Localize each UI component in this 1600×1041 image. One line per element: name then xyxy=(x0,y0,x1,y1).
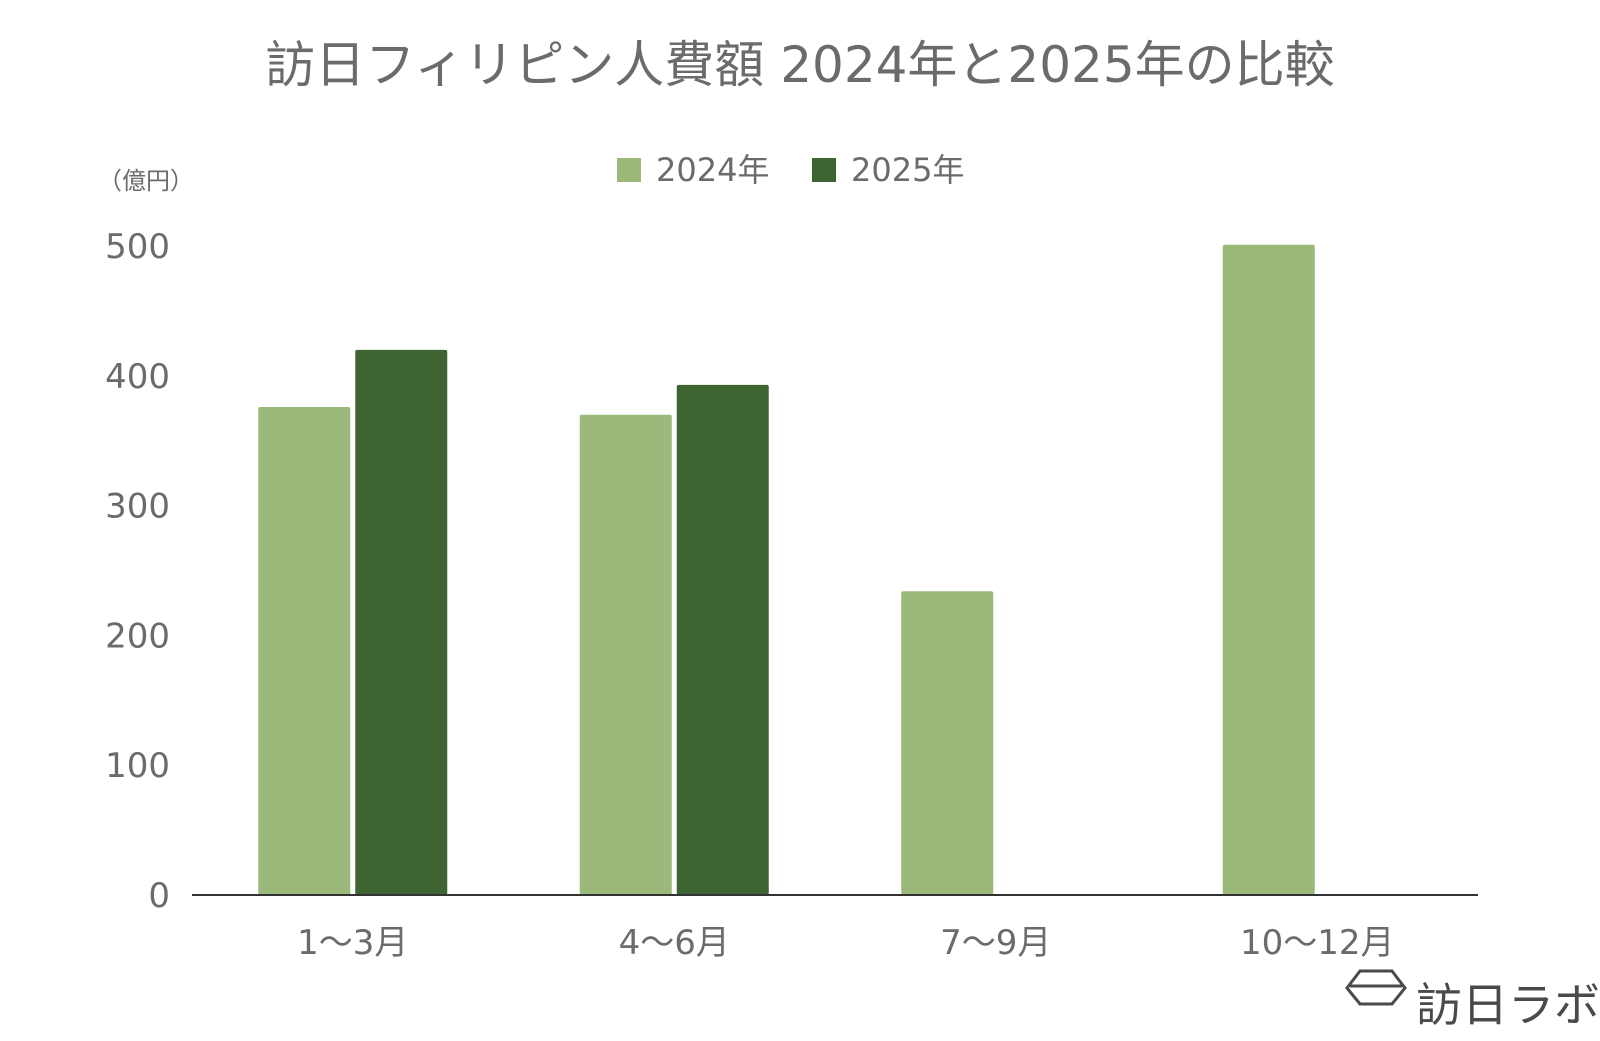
x-tick-label: 10～12月 xyxy=(1240,923,1395,963)
y-tick-label: 200 xyxy=(105,616,170,656)
y-tick-label: 400 xyxy=(105,357,170,397)
y-tick-label: 100 xyxy=(105,746,170,786)
brand-logo: 訪日ラボ xyxy=(1345,969,1600,1032)
chart-title: 訪日フィリピン人費額 2024年と2025年の比較 xyxy=(265,36,1334,94)
bars xyxy=(258,244,1315,896)
x-tick-label: 7～9月 xyxy=(940,923,1051,963)
y-tick-label: 500 xyxy=(105,227,170,267)
legend-label-2024: 2024年 xyxy=(656,151,769,189)
x-axis-ticks: 1～3月 4～6月 7～9月 10～12月 xyxy=(297,923,1394,963)
brand-name: 訪日ラボ xyxy=(1416,978,1600,1032)
legend-label-2025: 2025年 xyxy=(851,151,964,189)
bar-2025年-4～6月 xyxy=(676,384,769,895)
y-axis-unit-label: （億円） xyxy=(98,167,194,195)
bar-2025年-1～3月 xyxy=(355,349,448,896)
legend: 2024年 2025年 xyxy=(617,151,964,189)
y-tick-label: 0 xyxy=(148,876,170,916)
x-tick-label: 4～6月 xyxy=(619,923,730,963)
legend-swatch-2025 xyxy=(812,158,836,182)
bar-2024年-4～6月 xyxy=(579,414,672,895)
bar-2024年-1～3月 xyxy=(258,406,351,895)
hexagon-logo-icon xyxy=(1345,969,1407,1006)
y-tick-label: 300 xyxy=(105,487,170,527)
bar-2024年-10～12月 xyxy=(1222,244,1315,895)
y-axis-ticks: 0 100 200 300 400 500 xyxy=(105,227,170,916)
x-tick-label: 1～3月 xyxy=(297,923,408,963)
bar-2024年-7～9月 xyxy=(901,591,994,895)
legend-swatch-2024 xyxy=(617,158,641,182)
